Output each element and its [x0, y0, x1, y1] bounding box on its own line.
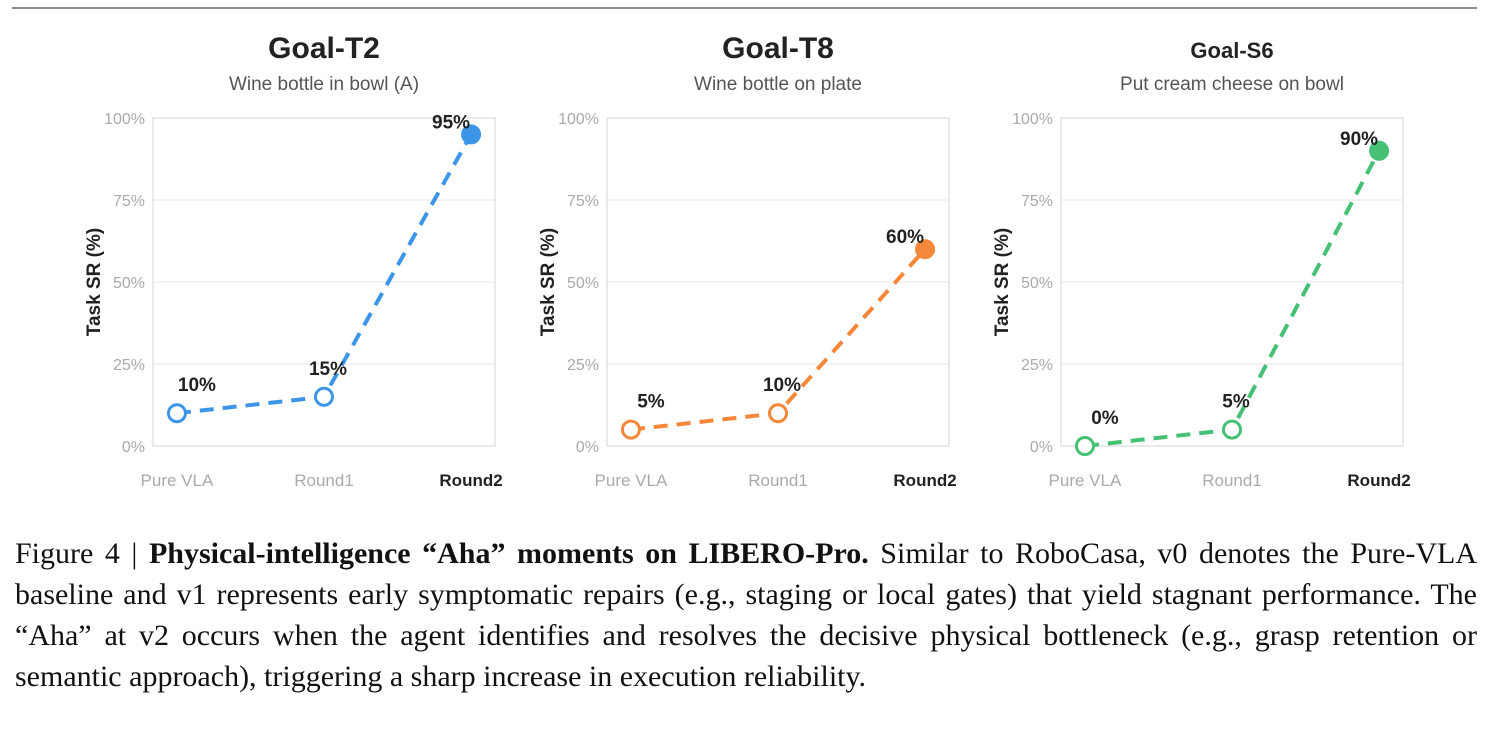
plot-frame [1060, 117, 1404, 447]
y-tick-label: 0% [1030, 439, 1053, 456]
y-tick-label: 100% [558, 111, 599, 128]
data-point [915, 239, 936, 260]
charts-figure: Goal-T2 Wine bottle in bowl (A) 0% 25% 50% 75… [84, 32, 1411, 490]
plot-frame [606, 117, 950, 447]
y-tick-label: 0% [122, 439, 145, 456]
data-label: 0% [1091, 408, 1119, 429]
y-tick-label: 0% [576, 439, 599, 456]
caption-label: Figure 4 | [15, 537, 149, 570]
caption-text: Similar to RoboCasa, v0 denotes the Pure… [15, 537, 1477, 693]
chart-panel-3: Goal-S6 Put cream cheese on bowl 0% 25% 50% 7… [992, 38, 1411, 490]
chart-title: Goal-S6 [1190, 38, 1273, 63]
chart-subtitle: Put cream cheese on bowl [1120, 74, 1344, 95]
data-label: 95% [432, 112, 470, 133]
data-label: 10% [763, 375, 801, 396]
y-tick-label: 50% [113, 275, 145, 292]
y-tick-label: 100% [104, 111, 145, 128]
data-point [166, 403, 187, 424]
data-point [768, 403, 788, 424]
data-point [620, 419, 641, 440]
x-tick-label: Pure VLA [141, 471, 214, 490]
x-tick-label: Round1 [748, 471, 808, 490]
data-label: 5% [1222, 392, 1250, 413]
y-tick-label: 75% [113, 193, 145, 210]
data-label: 15% [309, 359, 347, 380]
x-tick-label: Round1 [1202, 471, 1262, 490]
plot-frame [152, 117, 496, 447]
x-tick-label: Pure VLA [1049, 471, 1122, 490]
caption-bold: Physical-intelligence “Aha” moments on L… [148, 537, 869, 570]
x-tick-label: Pure VLA [595, 471, 668, 490]
y-tick-label: 75% [567, 193, 599, 210]
figure-caption: Figure 4 | Physical-intelligence “Aha” m… [15, 533, 1477, 697]
x-tick-label: Round2 [1347, 471, 1410, 490]
x-tick-label: Round2 [439, 471, 502, 490]
data-point [1369, 140, 1390, 161]
x-tick-label: Round2 [893, 471, 956, 490]
y-axis-label: Task SR (%) [84, 228, 105, 336]
chart-panel-1: Goal-T2 Wine bottle in bowl (A) 0% 25% 50% 75… [84, 32, 503, 490]
y-tick-label: 50% [567, 275, 599, 292]
y-tick-label: 25% [113, 357, 145, 374]
x-tick-label: Round1 [294, 471, 354, 490]
chart-title: Goal-T8 [722, 32, 834, 65]
chart-title: Goal-T2 [268, 32, 380, 65]
data-point [461, 124, 482, 145]
chart-subtitle: Wine bottle in bowl (A) [229, 74, 419, 95]
series-line [630, 247, 927, 432]
data-point [314, 386, 334, 407]
data-label: 5% [637, 392, 665, 413]
data-label: 60% [886, 227, 924, 248]
y-tick-label: 25% [1021, 357, 1053, 374]
y-tick-label: 75% [1021, 193, 1053, 210]
y-tick-label: 25% [567, 357, 599, 374]
data-label: 90% [1340, 129, 1378, 150]
chart-subtitle: Wine bottle on plate [694, 74, 862, 95]
y-axis-label: Task SR (%) [992, 228, 1013, 336]
y-tick-label: 50% [1021, 275, 1053, 292]
y-axis-label: Task SR (%) [538, 228, 559, 336]
top-rule [12, 7, 1477, 9]
data-label: 10% [178, 375, 216, 396]
data-point [1222, 419, 1242, 440]
data-point [1074, 436, 1095, 456]
y-tick-label: 100% [1012, 111, 1053, 128]
chart-panel-2: Goal-T8 Wine bottle on plate 0% 25% 50% 75% 10… [538, 32, 957, 490]
